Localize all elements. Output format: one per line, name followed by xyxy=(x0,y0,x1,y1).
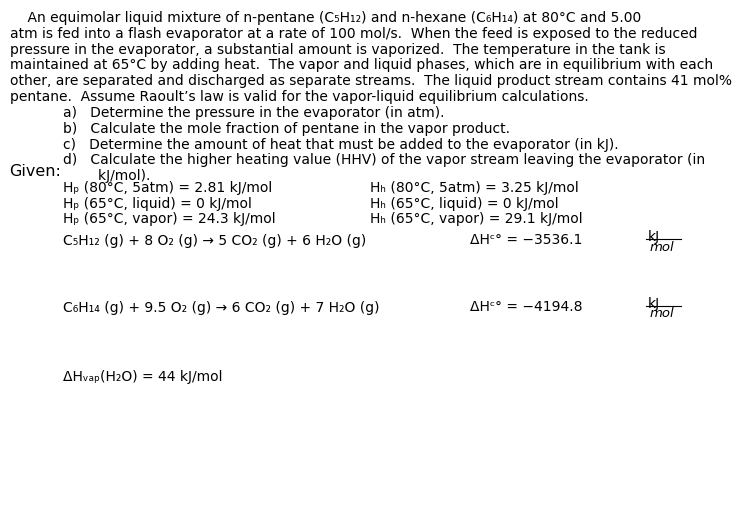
Text: ΔHᶜ° = −4194.8: ΔHᶜ° = −4194.8 xyxy=(470,300,582,314)
Text: ΔHᶜ° = −3536.1: ΔHᶜ° = −3536.1 xyxy=(470,233,582,247)
Text: other, are separated and discharged as separate streams.  The liquid product str: other, are separated and discharged as s… xyxy=(10,74,732,88)
Text: pressure in the evaporator, a substantial amount is vaporized.  The temperature : pressure in the evaporator, a substantia… xyxy=(10,43,665,57)
Text: Given:: Given: xyxy=(10,164,61,179)
Text: Hₕ (65°C, liquid) = 0 kJ/mol: Hₕ (65°C, liquid) = 0 kJ/mol xyxy=(370,196,559,211)
Text: Hₚ (80°C, 5atm) = 2.81 kJ/mol: Hₚ (80°C, 5atm) = 2.81 kJ/mol xyxy=(63,181,272,195)
Text: Hₚ (65°C, liquid) = 0 kJ/mol: Hₚ (65°C, liquid) = 0 kJ/mol xyxy=(63,196,252,211)
Text: Hₕ (65°C, vapor) = 29.1 kJ/mol: Hₕ (65°C, vapor) = 29.1 kJ/mol xyxy=(370,212,582,226)
Text: mol: mol xyxy=(650,241,674,253)
Text: maintained at 65°C by adding heat.  The vapor and liquid phases, which are in eq: maintained at 65°C by adding heat. The v… xyxy=(10,58,713,72)
Text: c)   Determine the amount of heat that must be added to the evaporator (in kJ).: c) Determine the amount of heat that mus… xyxy=(63,138,619,152)
Text: d)   Calculate the higher heating value (HHV) of the vapor stream leaving the ev: d) Calculate the higher heating value (H… xyxy=(63,153,705,168)
Text: kJ/mol).: kJ/mol). xyxy=(63,169,150,183)
Text: a)   Determine the pressure in the evaporator (in atm).: a) Determine the pressure in the evapora… xyxy=(63,106,445,120)
Text: Hₕ (80°C, 5atm) = 3.25 kJ/mol: Hₕ (80°C, 5atm) = 3.25 kJ/mol xyxy=(370,181,579,195)
Text: atm is fed into a flash evaporator at a rate of 100 mol/s.  When the feed is exp: atm is fed into a flash evaporator at a … xyxy=(10,27,697,41)
Text: C₅H₁₂ (g) + 8 O₂ (g) → 5 CO₂ (g) + 6 H₂O (g): C₅H₁₂ (g) + 8 O₂ (g) → 5 CO₂ (g) + 6 H₂O… xyxy=(63,234,366,248)
Text: pentane.  Assume Raoult’s law is valid for the vapor-liquid equilibrium calculat: pentane. Assume Raoult’s law is valid fo… xyxy=(10,89,588,104)
Text: ΔHᵥₐₚ(H₂O) = 44 kJ/mol: ΔHᵥₐₚ(H₂O) = 44 kJ/mol xyxy=(63,370,223,384)
Text: Hₚ (65°C, vapor) = 24.3 kJ/mol: Hₚ (65°C, vapor) = 24.3 kJ/mol xyxy=(63,212,275,226)
Text: b)   Calculate the mole fraction of pentane in the vapor product.: b) Calculate the mole fraction of pentan… xyxy=(63,122,510,136)
Text: An equimolar liquid mixture of n-pentane (C₅H₁₂) and n-hexane (C₆H₁₄) at 80°C an: An equimolar liquid mixture of n-pentane… xyxy=(10,11,641,25)
Text: C₆H₁₄ (g) + 9.5 O₂ (g) → 6 CO₂ (g) + 7 H₂O (g): C₆H₁₄ (g) + 9.5 O₂ (g) → 6 CO₂ (g) + 7 H… xyxy=(63,301,380,315)
Text: mol: mol xyxy=(650,307,674,320)
Text: kJ: kJ xyxy=(648,297,659,310)
Text: kJ: kJ xyxy=(648,230,659,244)
